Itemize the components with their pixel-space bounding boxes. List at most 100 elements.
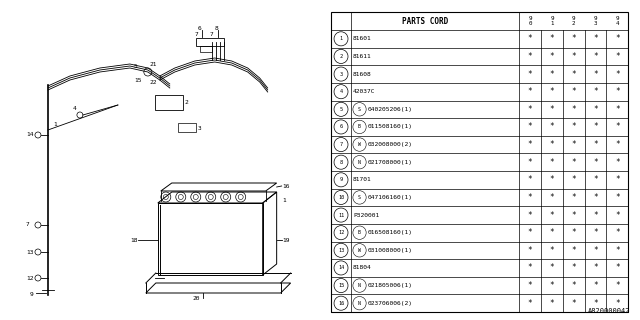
Text: 13: 13 (338, 248, 344, 253)
Text: 021708000(1): 021708000(1) (367, 160, 412, 165)
Text: 7: 7 (26, 222, 29, 228)
Text: *: * (572, 123, 576, 132)
Circle shape (334, 208, 348, 222)
Text: 6: 6 (339, 124, 342, 129)
Text: N: N (358, 283, 361, 288)
Text: 14: 14 (26, 132, 33, 138)
Text: 12: 12 (338, 230, 344, 235)
Text: *: * (528, 263, 532, 272)
Text: 19: 19 (283, 237, 290, 243)
Text: *: * (550, 69, 554, 79)
Text: *: * (528, 246, 532, 255)
Text: 9
1: 9 1 (550, 16, 554, 26)
Text: *: * (572, 175, 576, 184)
Text: *: * (550, 211, 554, 220)
Text: *: * (615, 87, 620, 96)
Circle shape (334, 49, 348, 63)
Text: *: * (550, 263, 554, 272)
Text: 81601: 81601 (353, 36, 372, 41)
Text: *: * (615, 263, 620, 272)
Bar (178, 123, 196, 132)
Text: *: * (528, 211, 532, 220)
Text: *: * (593, 246, 598, 255)
Text: *: * (615, 193, 620, 202)
Text: *: * (593, 69, 598, 79)
Circle shape (334, 102, 348, 116)
Text: *: * (615, 211, 620, 220)
Text: 2: 2 (185, 100, 189, 106)
Text: 9
3: 9 3 (594, 16, 597, 26)
Text: 047106160(1): 047106160(1) (367, 195, 412, 200)
Text: *: * (550, 193, 554, 202)
Text: 040205206(1): 040205206(1) (367, 107, 412, 112)
Text: 81804: 81804 (353, 265, 372, 270)
Text: *: * (572, 105, 576, 114)
Text: *: * (572, 69, 576, 79)
Text: 13: 13 (26, 250, 33, 254)
Text: *: * (572, 246, 576, 255)
Text: 016508160(1): 016508160(1) (367, 230, 412, 235)
Text: 9
0: 9 0 (529, 16, 532, 26)
Text: *: * (550, 34, 554, 43)
Text: 032008000(2): 032008000(2) (367, 142, 412, 147)
Text: *: * (528, 87, 532, 96)
Text: 22: 22 (150, 79, 157, 84)
Text: *: * (528, 69, 532, 79)
Text: *: * (593, 158, 598, 167)
Text: *: * (550, 281, 554, 290)
Text: *: * (593, 105, 598, 114)
Text: *: * (615, 140, 620, 149)
Text: 9
4: 9 4 (616, 16, 619, 26)
Text: *: * (615, 228, 620, 237)
Text: *: * (572, 211, 576, 220)
Text: A820000042: A820000042 (588, 308, 630, 314)
Text: *: * (528, 175, 532, 184)
Text: *: * (528, 193, 532, 202)
Text: *: * (528, 140, 532, 149)
Text: *: * (615, 69, 620, 79)
Text: 81701: 81701 (353, 177, 372, 182)
Text: *: * (528, 123, 532, 132)
Text: B: B (358, 230, 361, 235)
Text: 7: 7 (210, 33, 214, 37)
Text: *: * (593, 123, 598, 132)
Text: 023706006(2): 023706006(2) (367, 301, 412, 306)
Circle shape (353, 191, 366, 204)
Text: 5: 5 (339, 107, 342, 112)
Text: W: W (358, 142, 361, 147)
Text: *: * (572, 299, 576, 308)
Text: *: * (572, 281, 576, 290)
Text: 3: 3 (198, 125, 202, 131)
Text: *: * (615, 34, 620, 43)
Circle shape (334, 296, 348, 310)
Text: *: * (550, 158, 554, 167)
Text: 15: 15 (338, 283, 344, 288)
Text: *: * (550, 140, 554, 149)
Text: *: * (572, 52, 576, 61)
Text: 7: 7 (339, 142, 342, 147)
Text: *: * (572, 193, 576, 202)
Text: *: * (528, 34, 532, 43)
Text: 81611: 81611 (353, 54, 372, 59)
Text: 16: 16 (338, 301, 344, 306)
Text: *: * (572, 228, 576, 237)
Text: *: * (615, 281, 620, 290)
Text: 011508160(1): 011508160(1) (367, 124, 412, 129)
Text: 5: 5 (134, 63, 138, 68)
Text: *: * (593, 228, 598, 237)
Text: S: S (358, 195, 361, 200)
Text: 1: 1 (283, 197, 287, 203)
Text: 7: 7 (195, 33, 198, 37)
Text: *: * (593, 34, 598, 43)
Text: 9: 9 (30, 292, 34, 298)
Text: *: * (550, 105, 554, 114)
Text: 9
2: 9 2 (572, 16, 575, 26)
Text: 021805006(1): 021805006(1) (367, 283, 412, 288)
Text: 3: 3 (339, 72, 342, 76)
Text: 14: 14 (338, 265, 344, 270)
Circle shape (334, 173, 348, 187)
Bar (196, 38, 224, 46)
Circle shape (353, 297, 366, 310)
Circle shape (353, 138, 366, 151)
Text: *: * (550, 52, 554, 61)
